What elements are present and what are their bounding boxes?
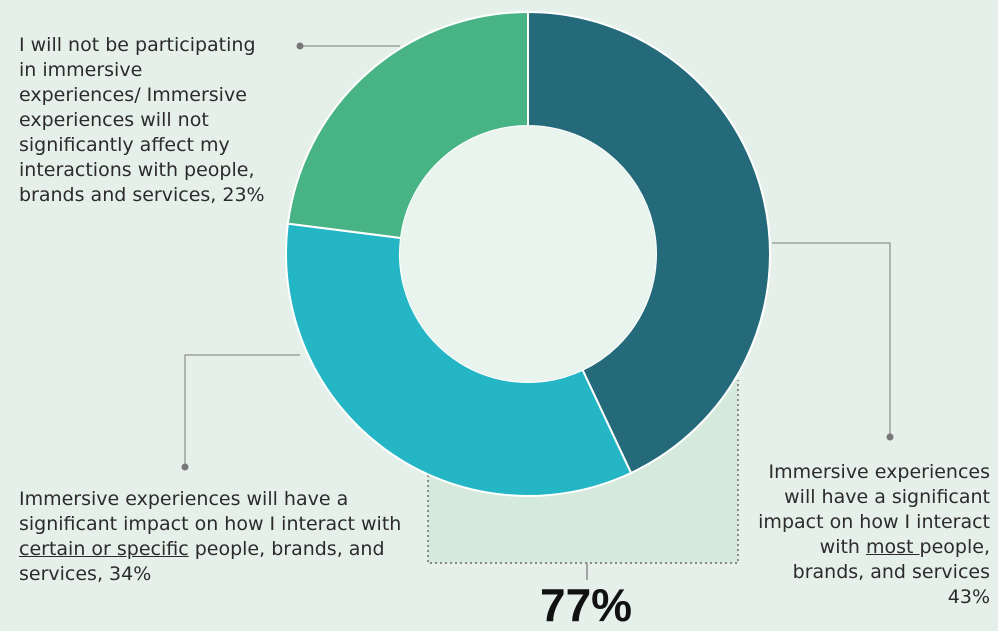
slice-label-43-pre: Immersive experiences will have a signif…	[758, 461, 990, 558]
leader-line-34	[184, 354, 300, 467]
slice-label-43-emphasis: most	[866, 536, 920, 558]
leader-dot-34	[181, 463, 189, 471]
slice-label-34: Immersive experiences will have a signif…	[19, 487, 409, 587]
slice-label-23: I will not be participating in immersive…	[19, 34, 265, 206]
donut-center	[400, 126, 656, 382]
slice-label-34-post: people, brands, and services, 34%	[19, 538, 385, 585]
leader-line-43	[772, 242, 891, 437]
slice-label-43: Immersive experiences will have a signif…	[750, 460, 990, 610]
leader-lines	[184, 45, 891, 467]
slice-label-34-emphasis: certain or specific	[19, 538, 189, 560]
leader-dot-23	[296, 42, 304, 50]
slice-label-43-post: people, brands, and services 43%	[792, 536, 990, 608]
donut-slices	[285, 10, 771, 497]
leader-dot-43	[886, 433, 894, 441]
slice-label-34-pre: Immersive experiences will have a signif…	[19, 488, 402, 535]
combined-total: 77%	[540, 579, 633, 631]
